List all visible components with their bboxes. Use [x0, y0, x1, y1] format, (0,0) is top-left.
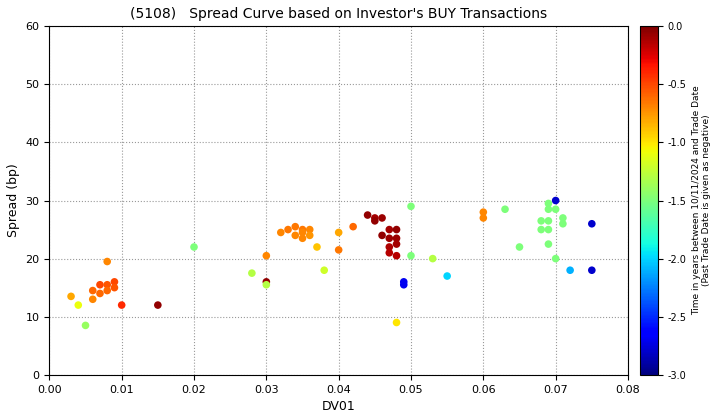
Point — [405, 252, 417, 259]
Point — [514, 244, 526, 250]
Point — [297, 226, 308, 233]
Point — [586, 220, 598, 227]
Point — [116, 302, 127, 308]
Point — [550, 206, 562, 213]
Point — [102, 258, 113, 265]
X-axis label: DV01: DV01 — [322, 400, 356, 413]
Point — [543, 218, 554, 224]
Point — [391, 235, 402, 242]
Point — [499, 206, 510, 213]
Point — [246, 270, 258, 276]
Point — [289, 223, 301, 230]
Point — [405, 203, 417, 210]
Point — [275, 229, 287, 236]
Y-axis label: Spread (bp): Spread (bp) — [7, 164, 20, 237]
Point — [586, 267, 598, 273]
Point — [362, 212, 374, 218]
Point — [333, 229, 344, 236]
Point — [261, 252, 272, 259]
Point — [369, 215, 381, 221]
Point — [564, 267, 576, 273]
Point — [550, 197, 562, 204]
Point — [477, 209, 489, 215]
Point — [477, 215, 489, 221]
Point — [557, 215, 569, 221]
Point — [427, 255, 438, 262]
Point — [398, 281, 410, 288]
Point — [152, 302, 163, 308]
Point — [282, 226, 294, 233]
Point — [66, 293, 77, 300]
Point — [109, 278, 120, 285]
Point — [543, 241, 554, 247]
Point — [297, 229, 308, 236]
Point — [80, 322, 91, 329]
Point — [94, 290, 106, 297]
Point — [261, 281, 272, 288]
Point — [543, 226, 554, 233]
Y-axis label: Time in years between 10/11/2024 and Trade Date
(Past Trade Date is given as neg: Time in years between 10/11/2024 and Tra… — [692, 86, 711, 315]
Point — [536, 226, 547, 233]
Point — [377, 232, 388, 239]
Point — [333, 247, 344, 253]
Point — [87, 287, 99, 294]
Point — [304, 232, 315, 239]
Point — [398, 278, 410, 285]
Point — [304, 226, 315, 233]
Point — [102, 287, 113, 294]
Point — [384, 235, 395, 242]
Point — [543, 200, 554, 207]
Point — [318, 267, 330, 273]
Point — [261, 278, 272, 285]
Point — [557, 220, 569, 227]
Point — [384, 226, 395, 233]
Point — [441, 273, 453, 279]
Point — [297, 235, 308, 242]
Point — [391, 319, 402, 326]
Point — [87, 296, 99, 303]
Title: (5108)   Spread Curve based on Investor's BUY Transactions: (5108) Spread Curve based on Investor's … — [130, 7, 547, 21]
Point — [369, 218, 381, 224]
Point — [391, 241, 402, 247]
Point — [536, 218, 547, 224]
Point — [347, 223, 359, 230]
Point — [391, 226, 402, 233]
Point — [94, 281, 106, 288]
Point — [109, 284, 120, 291]
Point — [311, 244, 323, 250]
Point — [377, 215, 388, 221]
Point — [391, 252, 402, 259]
Point — [188, 244, 199, 250]
Point — [384, 249, 395, 256]
Point — [102, 281, 113, 288]
Point — [543, 206, 554, 213]
Point — [384, 244, 395, 250]
Point — [550, 255, 562, 262]
Point — [289, 232, 301, 239]
Point — [73, 302, 84, 308]
